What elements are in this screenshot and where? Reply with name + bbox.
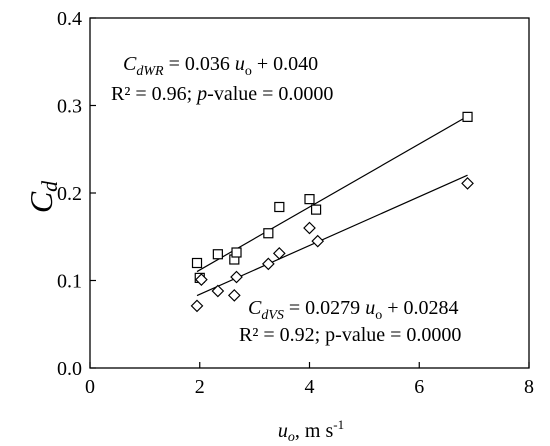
data-point-square [274, 201, 285, 213]
data-point-square [231, 247, 242, 258]
y-tick-label: 0.2 [57, 183, 82, 205]
fit-line-vs [196, 174, 468, 297]
x-tick-label: 2 [195, 376, 205, 398]
x-axis-title: uo, m s-1 [278, 417, 344, 445]
y-axis-title: Cd [23, 180, 62, 213]
data-point-square [191, 257, 203, 269]
eq-vs: CdVS = 0.0279 uo + 0.0284 [248, 297, 458, 323]
data-point-diamond [195, 273, 208, 286]
data-point-diamond [261, 257, 275, 271]
data-point-diamond [227, 289, 241, 302]
eq-wr: CdWR = 0.036 uo + 0.040 [123, 53, 318, 79]
fit-lines [196, 115, 468, 297]
y-tick-label: 0.1 [57, 271, 82, 293]
data-point-square [462, 111, 473, 122]
stats-wr: R² = 0.96; p-value = 0.0000 [111, 83, 333, 105]
axis-ticks: 0 2 4 6 8 0.0 0.1 0.2 0.3 0.4 [57, 8, 534, 398]
data-point-diamond [272, 247, 286, 260]
data-point-diamond [230, 270, 243, 284]
data-point-square [310, 204, 322, 215]
data-point-diamond [211, 284, 225, 298]
data-point-square [263, 228, 274, 239]
x-tick-label: 6 [414, 376, 424, 398]
x-tick-label: 4 [305, 376, 315, 398]
x-tick-label: 8 [524, 376, 534, 398]
data-point-diamond [190, 299, 204, 313]
data-point-diamond [311, 234, 325, 248]
data-point-square [304, 194, 315, 205]
x-tick-label: 0 [85, 376, 95, 398]
data-point-square [212, 249, 223, 260]
data-points [190, 111, 474, 313]
stats-vs: R² = 0.92; p-value = 0.0000 [239, 324, 461, 346]
data-point-diamond [303, 221, 316, 235]
data-point-diamond [461, 177, 474, 190]
y-tick-label: 0.4 [57, 8, 82, 30]
y-tick-label: 0.3 [57, 96, 82, 118]
fit-line-wr [196, 115, 468, 273]
y-tick-label: 0.0 [57, 358, 82, 380]
